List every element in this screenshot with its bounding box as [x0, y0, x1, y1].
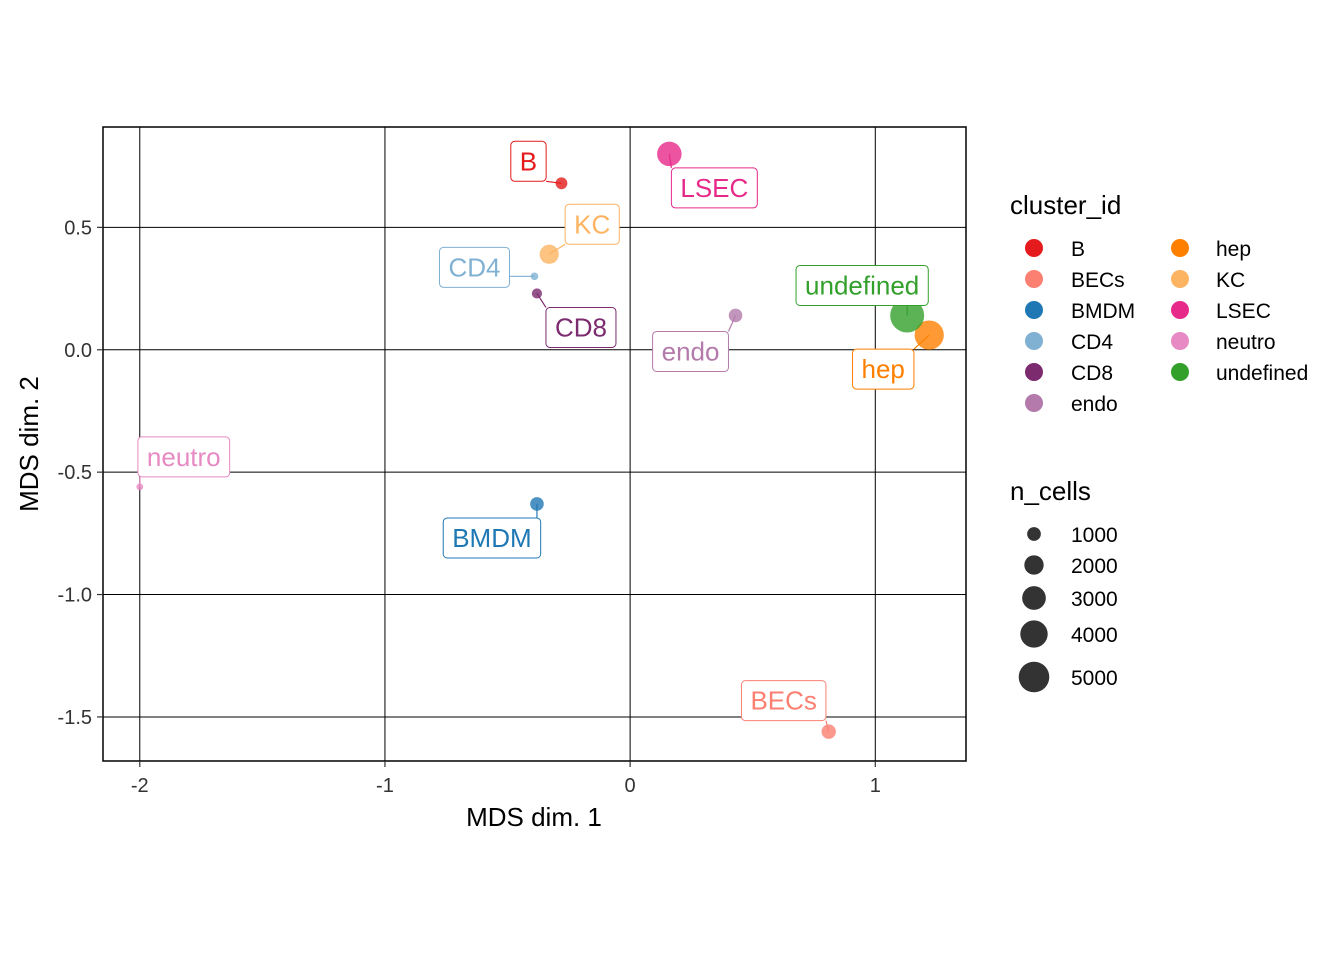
legend-label-hep: hep	[1216, 238, 1251, 261]
label-leader	[727, 315, 737, 332]
x-tick-label: -1	[376, 775, 394, 797]
x-axis-title: MDS dim. 1	[466, 802, 602, 832]
legend-label-kc: KC	[1216, 269, 1245, 292]
legend-key-cd4	[1025, 332, 1043, 350]
legend-key-becs	[1025, 270, 1043, 288]
legend-size-label: 5000	[1071, 667, 1118, 690]
legend-label-bmdm: BMDM	[1071, 300, 1135, 323]
legend-key-bmdm	[1025, 301, 1043, 319]
label-becs: BECs	[740, 680, 830, 732]
legend-key-b	[1025, 239, 1043, 257]
label-cd8: CD8	[536, 293, 617, 348]
label-leader	[548, 243, 566, 255]
label-bmdm: BMDM	[442, 503, 542, 559]
legend-key-lsec	[1171, 301, 1189, 319]
plot-panel-border	[102, 126, 967, 762]
legend-size-title: n_cells	[1010, 476, 1091, 506]
label-box	[852, 348, 915, 390]
y-tick-label: -0.5	[58, 462, 92, 484]
label-neutro: neutro	[137, 436, 231, 487]
legend-size-key	[1022, 586, 1046, 610]
legend-label-lsec: LSEC	[1216, 300, 1271, 323]
label-box	[740, 680, 827, 722]
y-axis-title: MDS dim. 2	[14, 376, 44, 512]
legend-label-cd8: CD8	[1071, 362, 1113, 385]
legend-size-key	[1024, 555, 1044, 575]
label-leader	[668, 153, 672, 169]
label-box	[545, 306, 617, 348]
label-box	[510, 140, 547, 182]
legend-key-kc	[1171, 270, 1189, 288]
point-becs	[821, 724, 836, 739]
y-tick-label: -1.5	[58, 707, 92, 729]
x-tick-label: 0	[625, 775, 636, 797]
label-text: BMDM	[452, 523, 531, 553]
data-points	[136, 141, 944, 739]
legend-size-label: 4000	[1071, 624, 1118, 647]
label-text: CD4	[448, 252, 500, 282]
y-tick-label: 0.5	[64, 217, 92, 239]
label-box	[438, 246, 511, 288]
grid-lines	[103, 127, 966, 761]
legend-label-b: B	[1071, 238, 1085, 261]
label-endo: endo	[652, 315, 737, 372]
legend-key-hep	[1171, 239, 1189, 257]
label-leader	[546, 180, 562, 184]
label-text: undefined	[805, 270, 919, 300]
legend-cluster-title: cluster_id	[1010, 190, 1121, 220]
legend-label-becs: BECs	[1071, 269, 1125, 292]
label-text: KC	[574, 209, 610, 239]
legend-key-endo	[1025, 394, 1043, 412]
label-text: BECs	[750, 686, 816, 716]
legend-size-key	[1027, 527, 1041, 541]
label-text: endo	[662, 336, 720, 366]
legend-label-cd4: CD4	[1071, 331, 1113, 354]
legend-cluster-id: cluster_id B BECs BMDM CD4 CD8 endo hep KC LSEC n…	[1010, 190, 1308, 416]
legend-size-label: 1000	[1071, 524, 1118, 547]
x-tick-label: -2	[131, 775, 149, 797]
label-box	[670, 167, 758, 209]
label-cd4: CD4	[438, 246, 535, 288]
label-leader	[913, 334, 930, 350]
label-leader	[825, 720, 830, 732]
label-box	[442, 517, 542, 559]
label-box	[137, 436, 231, 478]
label-text: hep	[862, 354, 905, 384]
y-tick-label: 0.0	[64, 340, 92, 362]
label-text: LSEC	[680, 173, 748, 203]
legend-key-neutro	[1171, 332, 1189, 350]
label-box	[564, 203, 620, 245]
label-text: neutro	[147, 442, 221, 472]
axis-ticks: -2 -1 0 1 -1.5 -1.0 -0.5 0.0 0.5	[58, 217, 881, 797]
legend-key-cd8	[1025, 363, 1043, 381]
label-lsec: LSEC	[668, 153, 758, 209]
label-leader	[536, 293, 547, 308]
label-box	[795, 264, 929, 306]
x-tick-label: 1	[870, 775, 881, 797]
label-box	[652, 330, 729, 372]
legend-label-neutro: neutro	[1216, 331, 1276, 354]
legend-label-undefined: undefined	[1216, 362, 1308, 385]
label-undefined: undefined	[795, 264, 929, 316]
legend-label-endo: endo	[1071, 393, 1118, 416]
legend-n-cells: n_cells 1000 2000 3000 4000 5000	[1010, 476, 1118, 693]
label-hep: hep	[852, 334, 930, 390]
legend-size-label: 2000	[1071, 555, 1118, 578]
legend-size-key	[1018, 661, 1050, 693]
point-labels: B BECs BMDM CD4 CD8 endo hep KC LSEC neutro undefi…	[137, 140, 930, 732]
label-b: B	[510, 140, 562, 184]
label-text: CD8	[555, 312, 607, 342]
legend-key-undefined	[1171, 363, 1189, 381]
legend-size-label: 3000	[1071, 588, 1118, 611]
legend-size-key	[1020, 620, 1048, 648]
label-text: B	[520, 146, 537, 176]
label-kc: KC	[548, 203, 620, 255]
y-tick-label: -1.0	[58, 585, 92, 607]
